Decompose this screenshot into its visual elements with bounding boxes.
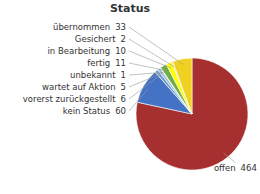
- label-value: 464: [241, 162, 257, 172]
- slice: [136, 58, 248, 170]
- data-label: vorerst zurückgestellt 6: [23, 94, 126, 104]
- label-value: 33: [115, 22, 126, 32]
- leader-line: [129, 63, 166, 71]
- label-value: 60: [115, 106, 126, 116]
- slice: [173, 58, 192, 114]
- leader-line: [129, 75, 160, 99]
- leader-line: [129, 39, 174, 67]
- label-category: wartet auf Aktion: [42, 82, 116, 92]
- label-category: unbekannt: [70, 70, 116, 80]
- data-label: kein Status 60: [63, 106, 126, 116]
- label-category: in Bearbeitung: [47, 46, 110, 56]
- data-label: Gesichert 2: [75, 34, 126, 44]
- slices: [136, 58, 248, 170]
- labels: übernommen 33 Gesichert 2 in Bearbeitung 10 fe…: [23, 22, 257, 173]
- data-label: wartet auf Aktion 5: [42, 82, 126, 92]
- data-label: unbekannt 1: [70, 70, 126, 80]
- label-value: 6: [121, 94, 126, 104]
- label-category: offen: [214, 162, 236, 172]
- label-category: übernommen: [53, 22, 110, 32]
- label-value: 2: [121, 34, 126, 44]
- data-label: fertig 11: [87, 58, 126, 68]
- label-value: 11: [115, 58, 126, 68]
- title: Status: [110, 2, 151, 15]
- data-label: offen 464: [214, 162, 257, 172]
- leader-line: [129, 27, 183, 64]
- label-category: kein Status: [63, 106, 111, 116]
- label-value: 1: [121, 70, 126, 80]
- chart: Statusübernommen 33 Gesichert 2 in Bearbeitu…: [0, 0, 260, 194]
- leader-line: [224, 153, 236, 162]
- leader-line: [129, 88, 149, 111]
- label-category: Gesichert: [75, 34, 116, 44]
- label-category: vorerst zurückgestellt: [23, 94, 116, 104]
- leader-line: [129, 51, 171, 68]
- leader-line: [129, 73, 162, 87]
- label-value: 10: [115, 46, 126, 56]
- label-value: 5: [121, 82, 126, 92]
- data-label: in Bearbeitung 10: [47, 46, 126, 56]
- label-category: fertig: [87, 58, 110, 68]
- data-label: übernommen 33: [53, 22, 126, 32]
